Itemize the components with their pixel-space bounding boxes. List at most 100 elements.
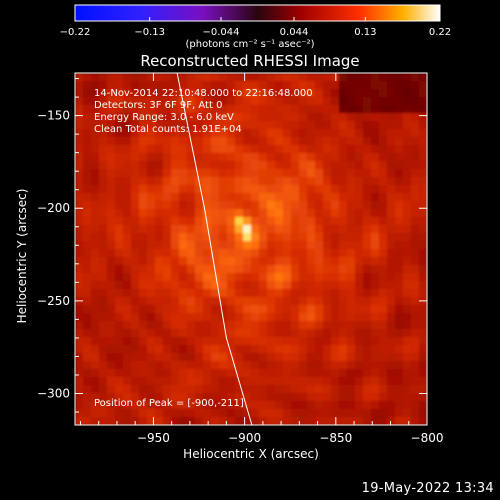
heatmap-cell: [179, 169, 188, 178]
heatmap-cell: [251, 297, 260, 306]
heatmap-cell: [179, 273, 188, 282]
heatmap-cell: [179, 313, 188, 322]
heatmap-cell: [99, 105, 108, 114]
heatmap-cell: [251, 201, 260, 210]
heatmap-cell: [403, 249, 412, 258]
heatmap-cell: [235, 385, 244, 394]
heatmap-cell: [307, 353, 316, 362]
heatmap-cell: [107, 401, 116, 410]
heatmap-cell: [395, 329, 404, 338]
heatmap-cell: [227, 169, 236, 178]
heatmap-cell: [315, 313, 324, 322]
heatmap-cell: [283, 153, 292, 162]
heatmap-cell: [347, 193, 356, 202]
heatmap-cell: [323, 129, 332, 138]
heatmap-cell: [315, 321, 324, 330]
heatmap-cell: [347, 369, 356, 378]
heatmap-cell: [307, 265, 316, 274]
heatmap-cell: [283, 377, 292, 386]
heatmap-cell: [379, 97, 388, 106]
heatmap-cell: [355, 217, 364, 226]
heatmap-cell: [163, 305, 172, 314]
heatmap-cell: [171, 129, 180, 138]
heatmap-cell: [107, 241, 116, 250]
heatmap-cell: [347, 241, 356, 250]
heatmap-cell: [283, 337, 292, 346]
heatmap-cell: [195, 113, 204, 122]
heatmap-cell: [371, 233, 380, 242]
heatmap-cell: [323, 97, 332, 106]
heatmap-cell: [251, 97, 260, 106]
heatmap-cell: [203, 89, 212, 98]
heatmap-cell: [195, 153, 204, 162]
heatmap-cell: [139, 89, 148, 98]
heatmap-cell: [251, 417, 260, 425]
heatmap-cell: [123, 193, 132, 202]
heatmap-cell: [267, 249, 276, 258]
heatmap-cell: [411, 385, 420, 394]
heatmap-cell: [283, 393, 292, 402]
heatmap-cell: [411, 409, 420, 418]
heatmap-cell: [379, 313, 388, 322]
heatmap-cell: [155, 177, 164, 186]
heatmap-cell: [83, 113, 92, 122]
heatmap-cell: [267, 345, 276, 354]
heatmap-cell: [203, 321, 212, 330]
heatmap-cell: [251, 353, 260, 362]
heatmap-cell: [107, 193, 116, 202]
heatmap-cell: [307, 369, 316, 378]
heatmap-cell: [251, 73, 260, 82]
heatmap-cell: [363, 393, 372, 402]
heatmap-cell: [403, 81, 412, 90]
heatmap-cell: [131, 409, 140, 418]
heatmap-cell: [307, 361, 316, 370]
heatmap-cell: [115, 361, 124, 370]
heatmap-cell: [323, 265, 332, 274]
heatmap-cell: [83, 217, 92, 226]
heatmap-cell: [411, 241, 420, 250]
heatmap-cell: [131, 121, 140, 130]
heatmap-cell: [123, 81, 132, 90]
heatmap-cell: [275, 345, 284, 354]
heatmap-cell: [171, 377, 180, 386]
heatmap-cell: [195, 265, 204, 274]
heatmap-cell: [403, 153, 412, 162]
heatmap-cell: [411, 257, 420, 266]
heatmap-cell: [75, 177, 84, 186]
solar-limb-curve: [176, 73, 253, 425]
heatmap-cell: [419, 313, 427, 322]
heatmap-cell: [267, 393, 276, 402]
heatmap-cell: [75, 385, 84, 394]
heatmap-cell: [419, 353, 427, 362]
heatmap-cell: [387, 161, 396, 170]
heatmap-cell: [75, 145, 84, 154]
heatmap-cell: [131, 393, 140, 402]
heatmap-cell: [395, 97, 404, 106]
heatmap-cell: [171, 97, 180, 106]
heatmap-cell: [323, 337, 332, 346]
heatmap-cell: [395, 305, 404, 314]
heatmap-cell: [91, 297, 100, 306]
heatmap-cell: [291, 321, 300, 330]
heatmap-cell: [403, 265, 412, 274]
heatmap-cell: [387, 177, 396, 186]
heatmap-cell: [363, 417, 372, 425]
heatmap-cell: [259, 97, 268, 106]
heatmap-cell: [123, 265, 132, 274]
heatmap-cell: [219, 89, 228, 98]
heatmap-cell: [107, 281, 116, 290]
heatmap-cell: [323, 361, 332, 370]
heatmap-cell: [307, 393, 316, 402]
heatmap-cell: [75, 89, 84, 98]
heatmap-cell: [195, 353, 204, 362]
heatmap-cell: [371, 257, 380, 266]
heatmap-cell: [331, 385, 340, 394]
heatmap-cell: [171, 73, 180, 82]
heatmap-cell: [283, 361, 292, 370]
heatmap-cell: [227, 241, 236, 250]
heatmap-cell: [419, 273, 427, 282]
heatmap-cell: [171, 209, 180, 218]
heatmap-cell: [179, 137, 188, 146]
heatmap-cell: [259, 273, 268, 282]
heatmap-cell: [387, 185, 396, 194]
